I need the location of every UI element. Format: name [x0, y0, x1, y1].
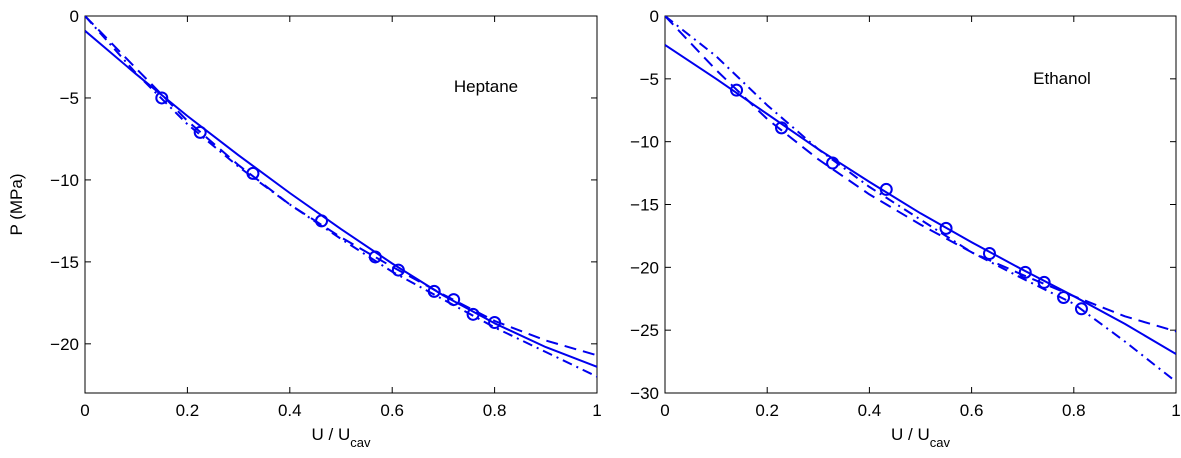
y-tick-label: −20: [50, 335, 79, 354]
x-tick-label: 1: [592, 401, 601, 420]
heptane-panel: 0 0.2 0.4 0.6 0.8 1 0 −5 −10 −15 −20 U / Ucav P (MPa…: [7, 7, 602, 450]
data-point-marker: [155, 91, 169, 105]
ethanol-panel: 0 0.2 0.4 0.6 0.8 1 0 −5 −10 −15 −20 −25 −30 U / Ucav…: [630, 7, 1181, 450]
y-tick-label: −30: [630, 384, 659, 403]
solid-series-line: [85, 30, 597, 368]
x-tick-label: 0.4: [858, 401, 882, 420]
y-tick-label: −20: [630, 258, 659, 277]
x-tick-label: 0.8: [1062, 401, 1086, 420]
dashed-series-line: [665, 16, 1176, 333]
dashdot-series-line: [665, 16, 1176, 383]
x-axis-label: U / Ucav: [891, 425, 950, 450]
y-tick-label: −10: [630, 133, 659, 152]
y-tick-label: 0: [650, 7, 659, 26]
dashdot-series-line: [85, 16, 597, 378]
dashed-series-line: [85, 16, 597, 357]
data-point-marker: [982, 247, 996, 261]
x-tick-label: 0.2: [176, 401, 200, 420]
y-tick-label: −10: [50, 171, 79, 190]
y-tick-label: 0: [70, 7, 79, 26]
x-tick-label: 0.2: [755, 401, 779, 420]
plot-area: [85, 16, 597, 378]
y-tick-label: −15: [50, 253, 79, 272]
data-point-marker: [1074, 302, 1088, 316]
y-axis-label: P (MPa): [7, 173, 26, 235]
y-tick-label: −25: [630, 321, 659, 340]
panel-annotation: Heptane: [454, 77, 518, 96]
x-tick-label: 0: [80, 401, 89, 420]
x-axis-label-main: U / U: [312, 425, 351, 444]
x-tick-label: 0.6: [960, 401, 984, 420]
x-tick-label: 1: [1171, 401, 1180, 420]
x-axis-label-main: U / U: [891, 425, 930, 444]
x-axis-label-subscript: cav: [930, 435, 951, 450]
panel-annotation: Ethanol: [1033, 69, 1091, 88]
x-axis-label-subscript: cav: [350, 435, 371, 450]
plot-area: [665, 16, 1176, 383]
x-tick-label: 0.6: [380, 401, 404, 420]
x-tick-label: 0.4: [278, 401, 302, 420]
x-tick-label: 0: [660, 401, 669, 420]
y-tick-label: −5: [60, 89, 79, 108]
data-point-marker: [939, 221, 953, 235]
y-tick-label: −5: [640, 70, 659, 89]
y-tick-label: −15: [630, 196, 659, 215]
x-axis-label: U / Ucav: [312, 425, 371, 450]
data-point-marker: [1018, 265, 1032, 279]
x-tick-label: 0.8: [483, 401, 507, 420]
plot-frame: [84, 15, 598, 394]
plot-frame: [664, 15, 1177, 394]
